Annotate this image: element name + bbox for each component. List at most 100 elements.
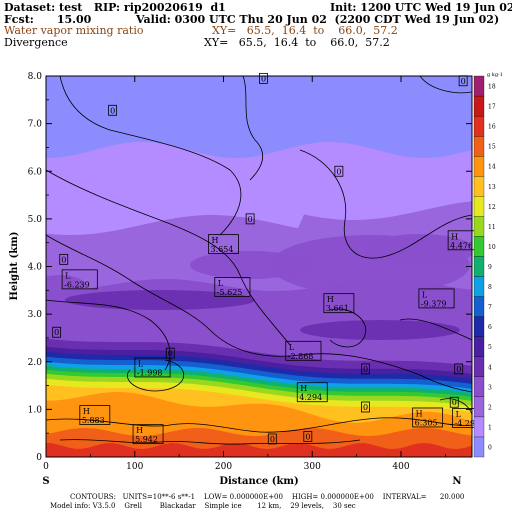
- colorbar-swatch-5: [473, 336, 485, 357]
- contour-zero-labels-8-value: 0: [363, 365, 368, 374]
- y-tick-label-0: 0: [36, 453, 42, 463]
- contour-labels-H-5-letter: H: [136, 426, 143, 435]
- colorbar-swatch-6: [473, 316, 485, 337]
- contour-zero-labels-1-value: 0: [461, 77, 466, 86]
- contour-zero-labels-10: 0: [449, 396, 459, 408]
- contour-labels-H-4-value: 5.883: [82, 416, 105, 425]
- field2-name: Divergence: [4, 36, 68, 49]
- contour-labels-L-4-letter: L: [138, 359, 144, 368]
- contour-labels-H-2: H3.661: [323, 293, 355, 314]
- contour-zero-labels-12: 0: [267, 433, 277, 445]
- mixing-ratio-fill: [46, 76, 472, 457]
- y-tick-label-8: 8.0: [28, 72, 43, 82]
- contour-labels-H-4-letter: H: [83, 407, 90, 416]
- colorbar-label-9: 9: [488, 264, 492, 271]
- mixing-ratio-cell-4: [190, 251, 310, 279]
- colorbar-label-1: 1: [488, 424, 492, 431]
- contour-labels-H-6-value: 6.305: [415, 418, 438, 427]
- y-tick-label-3: 3.0: [28, 310, 43, 320]
- contour-labels-H-4-box: [79, 405, 111, 425]
- contour-zero-labels-9-value: 0: [456, 365, 461, 374]
- colorbar-swatch-12: [473, 196, 485, 217]
- contour-labels-L-1: L-5.625: [214, 277, 251, 297]
- contour-labels-L-3: L-2.868: [285, 340, 322, 361]
- colorbar-label-11: 11: [488, 224, 496, 231]
- field2-xy: XY= 65.5, 16.4 to 66.0, 57.2: [204, 36, 390, 49]
- colorbar-swatch-1: [473, 416, 485, 438]
- contour-labels-H-3: H4.294: [296, 382, 328, 403]
- contour-labels-H-2-letter: H: [327, 295, 334, 304]
- contour-labels-L-5-letter: L: [456, 410, 462, 419]
- contour-labels-H-5: H5.942: [132, 424, 164, 444]
- contour-labels-H-2-box: [323, 293, 355, 314]
- contour-labels: H3.654H4.476H3.661H4.294H5.883H5.942H6.3…: [52, 72, 483, 445]
- colorbar-swatch-16: [473, 115, 485, 137]
- y-tick-label-4: 4.0: [28, 263, 43, 273]
- contour-zero-labels-11-box: [361, 401, 370, 413]
- init-line: Init: 1200 UTC Wed 19 Jun 02: [330, 1, 512, 14]
- x-end-label-south: S: [42, 476, 49, 487]
- contour-labels-H-2-value: 3.661: [326, 304, 349, 313]
- colorbar-swatch-7: [473, 296, 485, 317]
- model-info: Model info: V3.5.0 Grell Blackadar Simpl…: [50, 502, 356, 510]
- contour-zero-labels-7-value: 0: [168, 349, 173, 358]
- y-tick-label-5: 5.0: [28, 215, 43, 225]
- contour-labels-H-3-letter: H: [300, 384, 307, 393]
- contour-zero-labels-3: 0: [334, 165, 344, 177]
- mixing-ratio-band-16: [46, 443, 472, 457]
- mixing-ratio-cell-3: [46, 275, 85, 295]
- x-tick-label-4: 400: [392, 462, 409, 472]
- x-end-label-north: N: [452, 476, 461, 487]
- plot-axes: 0 1.0 2.0 3.0 4.0 5.0 6.0 7.0 8.0 0 100 200 300 400 Di…: [9, 72, 473, 487]
- contour-zero-labels-12-value: 0: [270, 435, 275, 444]
- y-tick-label-1: 1.0: [28, 405, 43, 415]
- contour-labels-H-0-value: 3.654: [211, 245, 234, 254]
- contour-zero-labels-13-box: [303, 431, 313, 442]
- colorbar-label-0: 0: [488, 444, 492, 451]
- colorbar-label-6: 6: [488, 324, 492, 331]
- contour-zero-labels-7: 0: [165, 347, 175, 359]
- contour-zero-labels-8: 0: [361, 363, 370, 375]
- colorbar-swatch-4: [473, 356, 485, 377]
- contour-labels-L-2-box: [418, 288, 455, 309]
- contour-zero-labels-3-box: [334, 165, 344, 177]
- contour-labels-L-2-value: -9.379: [421, 299, 447, 308]
- contour-labels-L-3-box: [285, 340, 322, 361]
- contour-zero-labels-5-value: 0: [61, 255, 66, 264]
- colorbar-label-4: 4: [488, 364, 492, 371]
- contour-labels-H-6-letter: H: [416, 409, 423, 418]
- contour-zero-labels-4-value: 0: [248, 215, 253, 224]
- contour-labels-H-0: H3.654: [208, 234, 239, 254]
- contour-labels-L-5-value: -4.29: [455, 419, 476, 428]
- divergence-contour-9: [399, 318, 472, 341]
- contour-labels-H-1-letter: H: [451, 232, 458, 241]
- colorbar-label-14: 14: [488, 164, 496, 171]
- contour-zero-labels-4-box: [245, 213, 255, 225]
- contour-zero-labels-0: 0: [259, 72, 268, 84]
- colorbar-label-13: 13: [488, 184, 496, 191]
- colorbar-swatch-14: [473, 156, 485, 177]
- divergence-contour-3: [299, 149, 472, 259]
- divergence-contour-12: [59, 439, 361, 445]
- contour-labels-L-3-value: -2.868: [288, 352, 314, 361]
- field1-name: Water vapor mixing ratio: [4, 24, 144, 37]
- colorbar-swatch-2: [473, 396, 485, 418]
- mixing-ratio-cell-5: [365, 234, 472, 266]
- divergence-contour-0: [242, 76, 264, 181]
- contour-zero-labels-5: 0: [59, 253, 69, 265]
- y-axis-label: Height (km): [9, 232, 20, 301]
- contour-zero-labels-5-box: [59, 253, 69, 265]
- colorbar-label-12: 12: [488, 204, 496, 211]
- colorbar-swatch-10: [473, 236, 485, 257]
- divergence-contour-2: [59, 76, 242, 236]
- divergence-contour-4: [46, 169, 291, 346]
- contour-labels-H-6: H6.305: [412, 407, 444, 427]
- divergence-contour-7: [127, 359, 184, 392]
- contour-zero-labels-6-value: 0: [54, 328, 59, 337]
- contour-labels-L-0-box: [61, 269, 98, 290]
- colorbar-label-18: 18: [488, 84, 496, 91]
- contour-zero-labels-8-box: [361, 363, 370, 375]
- contour-labels-H-3-box: [296, 382, 328, 403]
- colorbar-swatch-8: [473, 276, 485, 297]
